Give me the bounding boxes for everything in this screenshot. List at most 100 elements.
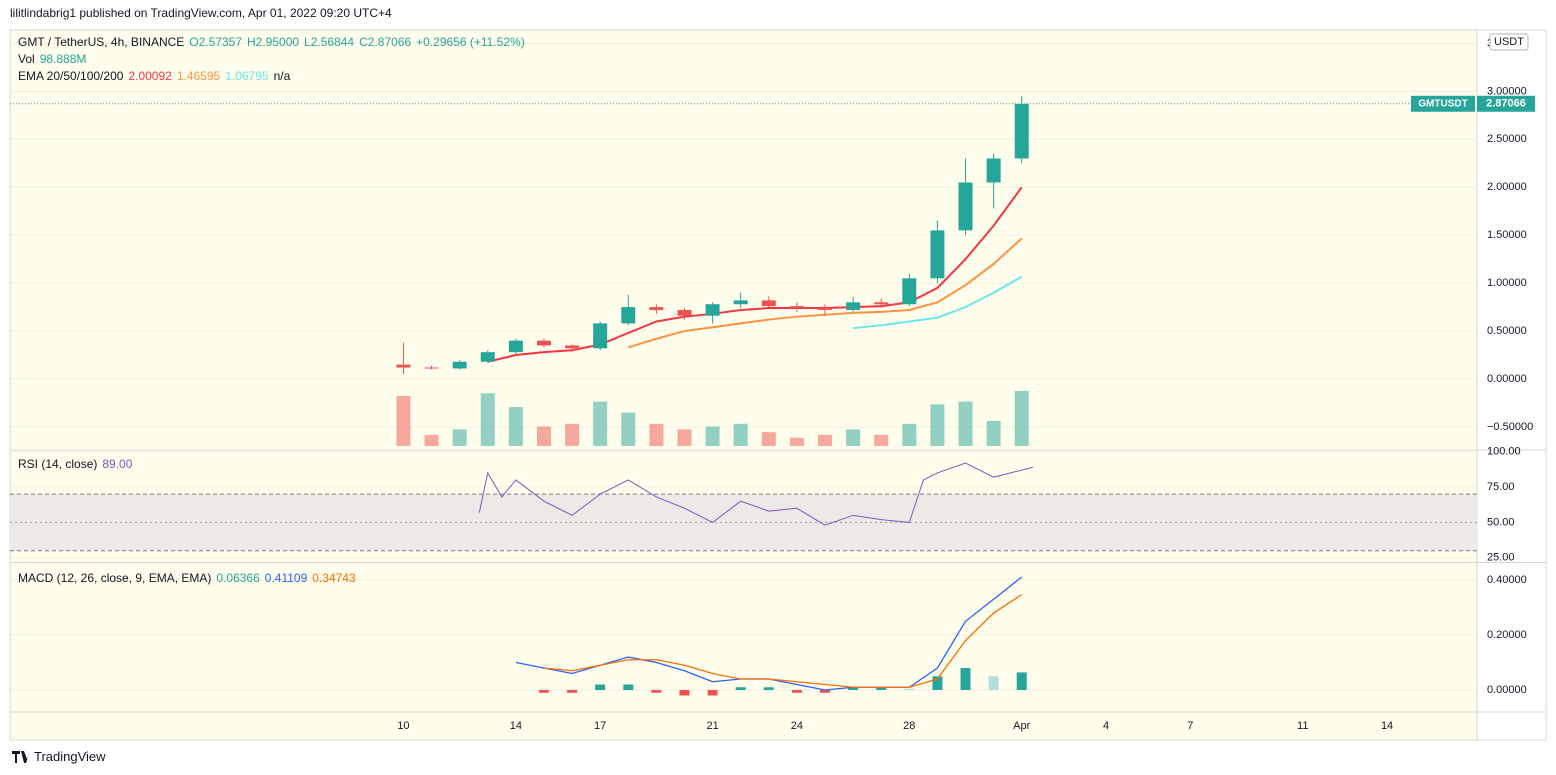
y-tick-label: 0.40000 [1487, 574, 1527, 586]
candle-body [649, 307, 664, 310]
volume-bar [846, 429, 861, 446]
rsi-legend: RSI (14, close) 89.00 [18, 457, 137, 471]
x-tick-label: 4 [1103, 720, 1109, 732]
histogram-bar [988, 676, 999, 691]
volume-bar [621, 412, 636, 446]
macd-hist-value: 0.06366 [216, 571, 260, 585]
ema-label: EMA 20/50/100/200 [18, 69, 124, 83]
histogram-bar [567, 690, 578, 693]
y-tick-label: 100.00 [1487, 446, 1521, 458]
ema-legend: EMA 20/50/100/200 2.00092 1.46595 1.06795 n/… [18, 69, 295, 83]
x-tick-label: 7 [1187, 720, 1193, 732]
unit-box [1489, 33, 1529, 51]
candle-body [846, 302, 861, 310]
label-layer: 10 14 17 21 24 28 Apr 4 7 11 14 −0.50000 0.00000 0.50… [397, 33, 1535, 732]
volume-bar [789, 437, 804, 446]
y-tick-label: 50.00 [1487, 516, 1515, 528]
histogram-bar [679, 690, 690, 696]
logo [12, 750, 30, 763]
x-tick-label: 14 [1381, 720, 1393, 732]
candle-body [1014, 103, 1029, 159]
x-tick-label: 24 [791, 720, 803, 732]
volume-bar [396, 396, 411, 446]
candle-body [508, 340, 523, 353]
histogram-bar [904, 688, 915, 691]
candle-body [677, 309, 692, 316]
y-tick-label: −0.50000 [1487, 421, 1533, 433]
ema-value: 2.00092 [128, 69, 172, 83]
volume-bar [424, 434, 439, 446]
symbol-tag-bg [1411, 95, 1475, 112]
grid-layer [10, 42, 1477, 691]
footer-brand: TradingView [34, 749, 106, 764]
histogram-bar [763, 687, 774, 691]
histogram-bar [820, 690, 830, 693]
volume-value: 98.888M [39, 52, 87, 66]
macd-title: MACD (12, 26, close, 9, EMA, EMA) [18, 571, 212, 585]
rsi-band [10, 494, 1477, 551]
candle-body [733, 300, 748, 305]
macd-line [543, 594, 1023, 688]
volume-bar [565, 423, 580, 446]
y-tick-label: 1.00000 [1487, 277, 1527, 289]
signal-value: 0.34743 [312, 571, 356, 585]
volume-bar [1014, 391, 1029, 446]
symbol: GMT / TetherUS, 4h, BINANCE [18, 35, 185, 49]
histogram-bar [791, 690, 802, 693]
x-tick-label: 14 [510, 720, 522, 732]
volume-bar [733, 423, 748, 446]
last-price-bg [1477, 95, 1535, 112]
candle-body [705, 304, 720, 316]
ema-value: 1.46595 [176, 69, 221, 83]
candle-body [761, 300, 776, 307]
volume-bar [536, 426, 551, 446]
candle-body [902, 278, 917, 305]
candle-body [565, 345, 580, 349]
y-tick-label: 1.50000 [1487, 229, 1527, 241]
candle-body [452, 361, 467, 369]
y-tick-label: 0.20000 [1487, 629, 1527, 641]
ohlc-close: C2.87066 [359, 35, 412, 49]
rsi-value: 89.00 [102, 457, 133, 471]
ohlc-change: +0.29656 (+11.52%) [416, 35, 525, 49]
ema-value: 1.06795 [225, 69, 269, 83]
y-tick-label: 25.00 [1487, 552, 1515, 564]
y-tick-label: 0.00000 [1487, 684, 1527, 696]
volume-bar [649, 423, 664, 446]
candle-body [818, 308, 832, 310]
price-legend: GMT / TetherUS, 4h, BINANCE O2.57357 H2.95… [18, 35, 530, 49]
volume-bar [480, 393, 495, 446]
candle-body [930, 230, 945, 279]
histogram-bar [651, 690, 662, 693]
candle-body [789, 306, 804, 309]
candle-body [621, 307, 636, 324]
candle-body [874, 302, 889, 305]
histogram-bar [848, 687, 859, 691]
volume-bar [818, 434, 832, 446]
candle-body [424, 367, 439, 369]
mark-layer [10, 96, 1477, 696]
volume-bar [677, 429, 692, 446]
volume-bar [593, 401, 608, 446]
candle-body [958, 182, 973, 231]
candle-body [593, 323, 608, 349]
candle-body [480, 352, 495, 362]
histogram-bar [595, 684, 606, 691]
y-tick-label: 2.50000 [1487, 133, 1527, 145]
price-scale-area [1476, 29, 1547, 741]
histogram-bar [623, 684, 634, 691]
x-tick-label: 21 [706, 720, 718, 732]
volume-bar [930, 404, 945, 446]
x-tick-label: 11 [1297, 720, 1308, 732]
x-tick-label: Apr [1013, 720, 1030, 732]
rsi-line [478, 462, 1034, 526]
y-tick-label: 2.00000 [1487, 181, 1527, 193]
volume-bar [452, 429, 467, 446]
volume-bar [986, 421, 1001, 446]
macd-value: 0.41109 [264, 571, 308, 585]
ohlc-open: O2.57357 [189, 35, 242, 49]
scale-unit: USDT [1494, 36, 1524, 48]
x-tick-label: 28 [903, 720, 915, 732]
rsi-title: RSI (14, close) [18, 457, 98, 471]
